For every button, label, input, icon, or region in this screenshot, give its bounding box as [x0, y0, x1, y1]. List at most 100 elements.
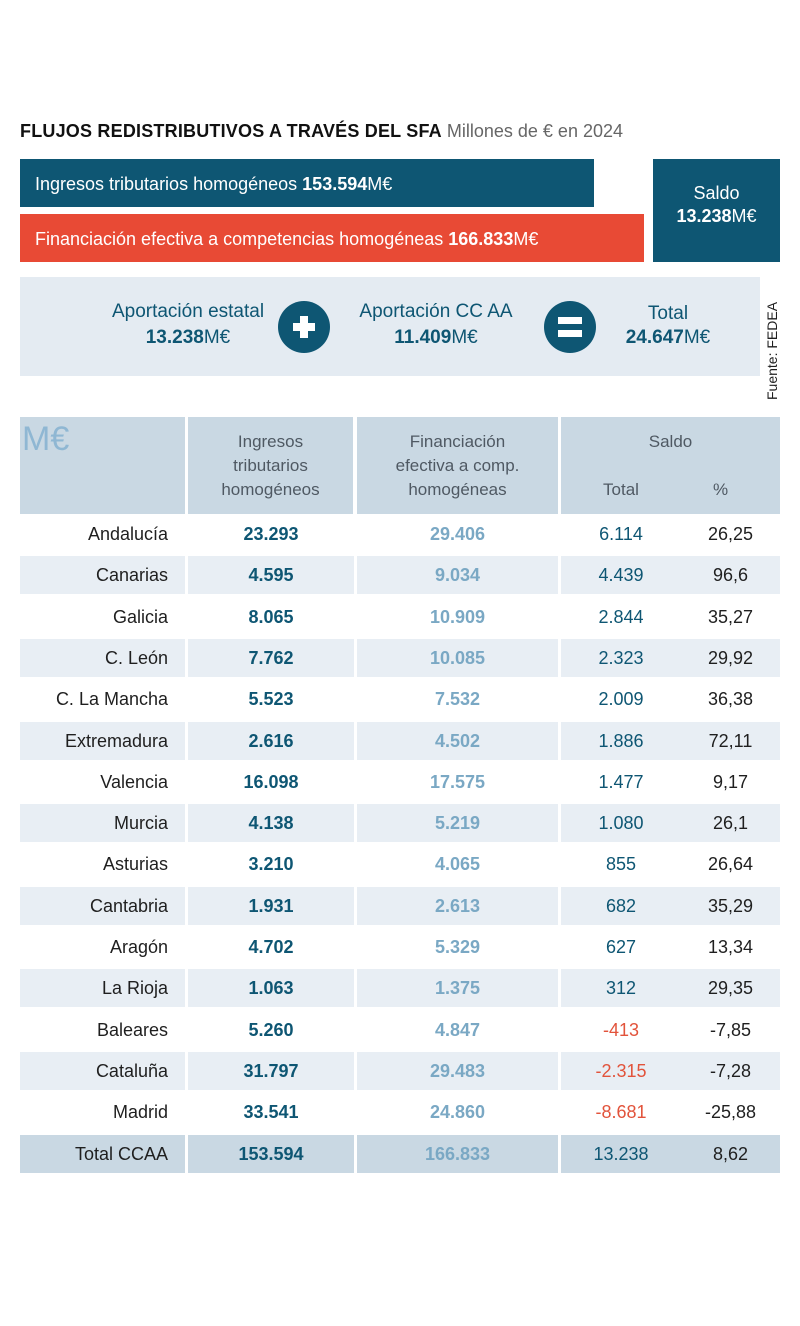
region-name: Aragón [109, 937, 168, 957]
aportaciones-panel: Aportación estatal 13.238M€ Aportación C… [20, 277, 760, 376]
saldo-total-value: 2.323 [598, 647, 644, 668]
total-saldo-value: 13.238 [593, 1143, 649, 1164]
saldo-pct-value: 29,92 [707, 647, 754, 668]
region-name: Extremadura [64, 730, 168, 751]
table-row: Andalucía 23.293 29.406 6.114 26,25 [20, 515, 780, 553]
ingresos-value: 4.138 [248, 813, 294, 834]
saldo-pct-value: -7,28 [709, 1060, 752, 1081]
saldo-unit: M€ [731, 206, 757, 226]
chart-title: FLUJOS REDISTRIBUTIVOS A TRAVÉS DEL SFA … [20, 121, 623, 142]
financiacion-value: 10.909 [429, 606, 486, 627]
region-name: Baleares [96, 1019, 168, 1040]
financiacion-value: 4.502 [434, 730, 481, 751]
saldo-pct-value: -7,85 [709, 1019, 752, 1040]
header-financiacion-line3: homogéneas [408, 480, 507, 499]
region-name: Madrid [112, 1102, 168, 1123]
saldo-box: Saldo 13.238M€ [653, 159, 780, 262]
header-saldo-pct: % [712, 480, 729, 499]
table-total-row: Total CCAA 153.594 166.833 13.238 8,62 [20, 1134, 780, 1173]
financiacion-value: 29.483 [429, 1060, 486, 1081]
saldo-pct-value: -25,88 [704, 1102, 757, 1123]
ingresos-bar-value: 153.594 [302, 174, 368, 194]
aportacion-total-label: Total [647, 303, 689, 324]
saldo-pct-value: 29,35 [707, 978, 754, 999]
financiacion-value: 9.034 [434, 565, 481, 586]
equals-circle-icon [544, 301, 596, 353]
aportacion-estatal-unit: M€ [203, 327, 231, 348]
financiacion-value: 2.613 [434, 895, 481, 916]
header-ingresos-line3: homogéneos [221, 480, 320, 499]
aportacion-estatal-value: 13.238 [145, 327, 204, 348]
ingresos-value: 2.616 [248, 730, 294, 751]
saldo-pct-value: 13,34 [707, 937, 754, 957]
header-ingresos-line2: tributarios [233, 456, 308, 475]
aportacion-ccaa: Aportación CC AA 11.409M€ [336, 301, 536, 349]
financiacion-value: 5.219 [434, 813, 481, 834]
table-row: Valencia 16.098 17.575 1.477 9,17 [20, 763, 780, 801]
financiacion-value: 10.085 [429, 647, 486, 668]
saldo-total-value: -413 [602, 1019, 640, 1040]
header-ingresos: Ingresos tributarios homogéneos [188, 417, 353, 514]
saldo-label: Saldo [693, 183, 740, 203]
saldo-value: 13.238 [676, 206, 732, 226]
ingresos-value: 23.293 [243, 524, 299, 544]
header-unit-cell [20, 417, 185, 514]
financiacion-value: 24.860 [429, 1102, 486, 1123]
total-row-name: Total CCAA [74, 1143, 168, 1164]
region-name: La Rioja [101, 978, 168, 999]
saldo-total-value: -8.681 [595, 1102, 647, 1123]
table-row: Canarias 4.595 9.034 4.439 96,6 [20, 556, 780, 595]
ingresos-value: 33.541 [243, 1102, 299, 1123]
header-saldo: Saldo Total % [561, 417, 780, 514]
ingresos-value: 7.762 [248, 647, 294, 668]
saldo-pct-value: 26,64 [707, 854, 754, 875]
title-main: FLUJOS REDISTRIBUTIVOS A TRAVÉS DEL SFA [20, 121, 442, 141]
title-subtitle: Millones de € en 2024 [446, 121, 623, 141]
ingresos-value: 5.523 [248, 689, 294, 710]
aportacion-total-unit: M€ [683, 327, 711, 348]
ingresos-value: 4.595 [248, 565, 294, 586]
header-financiacion: Financiación efectiva a comp. homogéneas [357, 417, 558, 514]
aportacion-ccaa-label: Aportación CC AA [359, 301, 513, 322]
header-ingresos-line1: Ingresos [237, 432, 304, 451]
aportacion-total: Total 24.647M€ [606, 303, 730, 349]
table-row: La Rioja 1.063 1.375 312 29,35 [20, 969, 780, 1008]
saldo-pct-value: 72,11 [708, 730, 753, 751]
table-row: Madrid 33.541 24.860 -8.681 -25,88 [20, 1093, 780, 1131]
table-row: Asturias 3.210 4.065 855 26,64 [20, 845, 780, 883]
aportacion-estatal-label: Aportación estatal [111, 301, 265, 322]
ingresos-value: 5.260 [248, 1019, 294, 1040]
table-row: Extremadura 2.616 4.502 1.886 72,11 [20, 721, 780, 760]
saldo-total-value: 4.439 [598, 565, 644, 586]
table-row: Galicia 8.065 10.909 2.844 35,27 [20, 598, 780, 636]
region-name: Andalucía [87, 524, 168, 544]
region-name: Murcia [113, 813, 168, 834]
saldo-pct-value: 96,6 [712, 565, 749, 586]
region-name: C. León [104, 647, 168, 668]
total-pct-value: 8,62 [712, 1143, 749, 1164]
region-name: Galicia [112, 606, 168, 627]
aportacion-total-value: 24.647 [625, 327, 684, 348]
financiacion-value: 1.375 [434, 978, 481, 999]
region-name: Cataluña [95, 1060, 168, 1081]
aportacion-estatal: Aportación estatal 13.238M€ [68, 301, 308, 349]
table-row: Murcia 4.138 5.219 1.080 26,1 [20, 804, 780, 843]
source-note: Fuente: FEDEA [764, 301, 780, 400]
financiacion-value: 7.532 [434, 689, 481, 710]
header-financiacion-line1: Financiación [409, 432, 506, 451]
table-row: Cantabria 1.931 2.613 682 35,29 [20, 886, 780, 925]
saldo-total-value: 627 [605, 937, 637, 957]
unit-label: M€ [22, 420, 70, 458]
saldo-total-value: 1.080 [598, 813, 644, 834]
saldo-total-value: 6.114 [599, 524, 643, 544]
aportacion-ccaa-unit: M€ [451, 327, 478, 348]
saldo-pct-value: 36,38 [707, 689, 754, 710]
ingresos-value: 3.210 [248, 854, 294, 875]
ingresos-value: 4.702 [248, 937, 294, 957]
financiacion-value: 4.065 [434, 854, 481, 875]
ingresos-value: 8.065 [248, 606, 294, 627]
saldo-pct-value: 35,29 [707, 895, 754, 916]
region-name: Cantabria [89, 895, 168, 916]
table-row: Cataluña 31.797 29.483 -2.315 -7,28 [20, 1051, 780, 1090]
table-row: Aragón 4.702 5.329 627 13,34 [20, 928, 780, 966]
